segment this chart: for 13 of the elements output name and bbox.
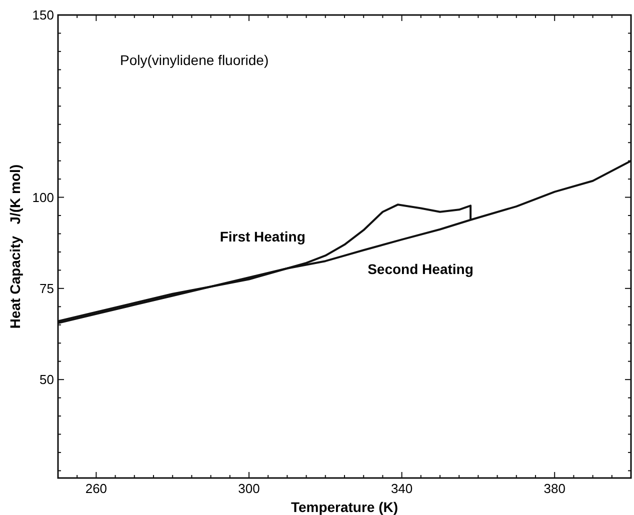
y-axis-title: Heat Capacity J/(K mol): [7, 164, 23, 329]
x-tick-label: 340: [390, 481, 413, 496]
series-label: First Heating: [220, 228, 306, 245]
x-tick-label: 300: [238, 481, 260, 496]
y-tick-label: 100: [32, 190, 54, 205]
series-label: Second Heating: [368, 261, 474, 278]
x-tick-label: 260: [85, 481, 108, 496]
y-tick-label: 150: [32, 8, 54, 23]
x-tick-label: 380: [544, 481, 566, 496]
text: Poly(vinylidene fluoride): [120, 52, 269, 68]
x-axis-title: Temperature (K): [290, 499, 398, 515]
y-tick-label: 50: [40, 372, 54, 388]
y-tick-label: 75: [40, 280, 54, 296]
